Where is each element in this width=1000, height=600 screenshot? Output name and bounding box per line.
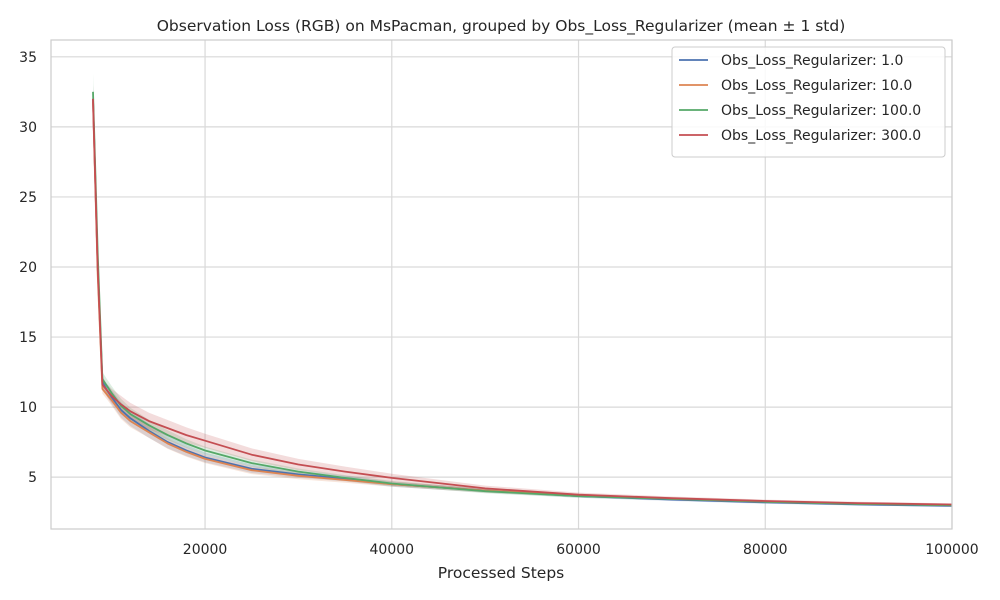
- y-tick-label: 25: [19, 190, 37, 206]
- legend-label: Obs_Loss_Regularizer: 10.0: [721, 78, 912, 94]
- chart-title: Observation Loss (RGB) on MsPacman, grou…: [157, 17, 846, 36]
- y-tick-label: 20: [19, 260, 37, 276]
- line-series-2: [92, 91, 953, 507]
- x-tick-label: 20000: [183, 542, 228, 558]
- legend-label: Obs_Loss_Regularizer: 100.0: [721, 103, 921, 119]
- legend: Obs_Loss_Regularizer: 1.0 Obs_Loss_Regula…: [671, 46, 946, 158]
- legend-label: Obs_Loss_Regularizer: 300.0: [721, 128, 921, 144]
- legend-frame: [671, 46, 946, 158]
- x-tick-label: 40000: [370, 542, 415, 558]
- x-axis-label: Processed Steps: [438, 564, 564, 582]
- y-tick-label: 35: [19, 50, 37, 66]
- y-tick-label: 30: [19, 120, 37, 136]
- series-lines: [92, 91, 953, 507]
- plot-frame: [50, 39, 953, 530]
- y-tick-labels: 5 10 15 20 25 30 35: [19, 50, 37, 486]
- x-tick-label: 60000: [556, 542, 601, 558]
- x-tick-labels: 20000 40000 60000 80000 100000: [183, 542, 979, 558]
- legend-label: Obs_Loss_Regularizer: 1.0: [721, 53, 903, 69]
- y-tick-label: 10: [19, 400, 37, 416]
- line-series-3: [92, 98, 953, 506]
- x-tick-label: 80000: [743, 542, 788, 558]
- y-tick-label: 5: [28, 470, 37, 486]
- x-tick-label: 100000: [925, 542, 978, 558]
- y-tick-label: 15: [19, 330, 37, 346]
